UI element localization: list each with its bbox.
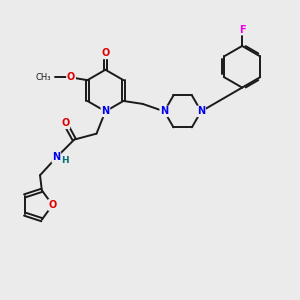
Text: N: N xyxy=(197,106,205,116)
Text: F: F xyxy=(239,25,245,34)
Text: O: O xyxy=(67,72,75,82)
Text: N: N xyxy=(160,106,168,116)
Text: O: O xyxy=(61,118,69,128)
Text: O: O xyxy=(48,200,57,210)
Text: O: O xyxy=(101,48,110,59)
Text: H: H xyxy=(61,157,68,166)
Text: CH₃: CH₃ xyxy=(36,73,51,82)
Text: N: N xyxy=(101,106,110,116)
Text: N: N xyxy=(52,152,60,162)
